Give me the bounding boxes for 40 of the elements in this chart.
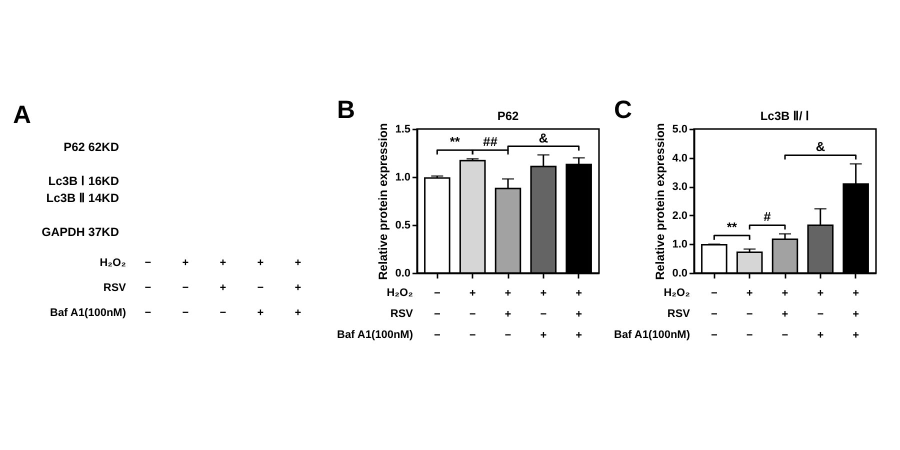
y-tick-label: 0.0 [395,268,410,280]
x-tick-label: + + − [504,288,512,342]
y-tick-label: 2.0 [672,210,688,222]
text: Lc3B Ⅱ 14KD [46,191,120,205]
y-tick-label: 1.0 [395,172,410,184]
chart-title: Lc3B Ⅱ/ Ⅰ [760,109,810,123]
chart-title: P62 [497,109,519,123]
x-tick-label: + + + [852,288,860,342]
y-tick-label: 5.0 [672,124,688,136]
x-axis-title: H₂O₂ RSV Baf A1(100nM) [337,287,414,341]
text: C [614,96,632,124]
y-tick-label: 0.5 [395,220,410,232]
x-tick-label: + + + [576,288,582,342]
text: P62 62KD [64,140,120,154]
x-tick-label: + − − [469,288,476,342]
x-tick-label: − − − [434,288,440,342]
annotation: ## [483,134,498,150]
x-tick-label: + + − [782,288,788,342]
annotation: ** [450,134,461,150]
y-tick-label: 3.0 [672,181,688,194]
y-tick-label: 4.0 [672,152,688,164]
y-axis-title: Relative protein expression [653,123,668,280]
y-axis-title: Relative protein expression [376,123,390,280]
y-tick-label: 1.0 [672,238,688,251]
x-axis-title: H₂O₂ RSV Baf A1(100nM) [614,287,691,341]
x-tick-label: − − − [710,288,718,342]
text: H₂O₂ RSV Baf A1(100nM) [50,257,127,319]
annotation: ** [726,220,738,235]
text: B [337,96,356,124]
annotation: # [764,209,772,224]
x-tick-label: + − + [817,288,824,342]
y-tick-label: 1.5 [395,124,410,136]
text: GAPDH 37KD [42,225,120,239]
x-tick-label: + − − [746,288,753,342]
text: A [13,101,32,129]
annotation: & [538,130,548,146]
y-tick-label: 0.0 [672,268,688,280]
annotation: & [816,139,826,154]
x-tick-label: + − + [540,288,547,342]
text: Lc3B Ⅰ 16KD [48,174,120,188]
